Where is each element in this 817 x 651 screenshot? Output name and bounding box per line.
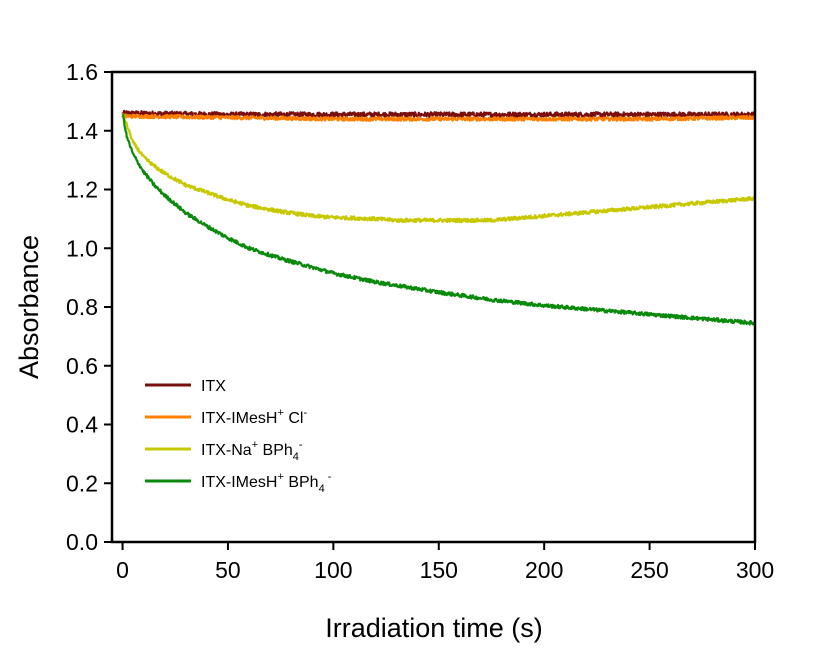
legend-label-part: - [299,439,303,451]
x-tick-label: 0 [116,557,129,583]
y-tick-label: 1.4 [66,118,98,144]
y-tick-label: 0.4 [66,412,98,438]
x-tick-label: 300 [736,557,774,583]
plot-frame [110,70,757,544]
series-line-1 [121,109,756,119]
y-tick-label: 1.2 [66,177,98,203]
series-line-4 [121,113,756,326]
legend-item: ITX-IMesH+ Cl- [145,407,307,427]
legend-label-part: - [325,471,332,483]
x-tick-label: 50 [215,557,241,583]
legend-label-part: Cl [284,410,304,427]
y-tick-label: 1.0 [66,235,98,261]
x-tick-label: 150 [420,557,458,583]
legend-label: ITX-Na+ BPh4- [201,439,303,463]
legend-label-part: - [303,407,307,419]
legend-label: ITX-IMesH+ Cl- [201,407,307,427]
axis-ticks: 0 50 100 150 200 250 300 0.0 0.2 0.4 0.6 0.8 1.0 1.2 1… [66,59,774,583]
legend-label-part: 4 [319,483,325,495]
y-tick-label: 1.6 [66,59,98,85]
y-tick-label: 0.6 [66,353,98,379]
x-tick-label: 200 [525,557,563,583]
x-tick-label: 250 [630,557,668,583]
legend-item: ITX-Na+ BPh4- [145,439,303,463]
legend-label-part: ITX-IMesH [201,474,277,491]
legend-label-part: 4 [293,451,299,463]
legend-label-part: BPh [258,442,293,459]
series-line-3 [121,112,756,224]
legend-item: ITX-IMesH+ BPh4 - [145,471,332,495]
legend-label-part: ITX-IMesH [201,410,277,427]
legend-label-part: BPh [284,474,319,491]
y-tick-label: 0.0 [66,529,98,555]
x-axis-title: Irradiation time (s) [325,613,543,643]
x-tick-label: 100 [314,557,352,583]
legend-label-part: + [252,439,258,451]
legend-item: ITX [145,378,226,395]
y-tick-label: 0.2 [66,470,98,496]
legend-label-part: ITX [201,378,226,395]
legend-label-part: ITX-Na [201,442,252,459]
y-axis-title: Absorbance [14,235,44,379]
series-line-2 [121,113,757,122]
y-tick-label: 0.8 [66,294,98,320]
legend-label: ITX [201,378,226,395]
legend-label: ITX-IMesH+ BPh4 - [201,471,332,495]
legend-label-part: + [277,471,283,483]
legend-label-part: + [277,407,283,419]
plot-area [121,109,757,326]
